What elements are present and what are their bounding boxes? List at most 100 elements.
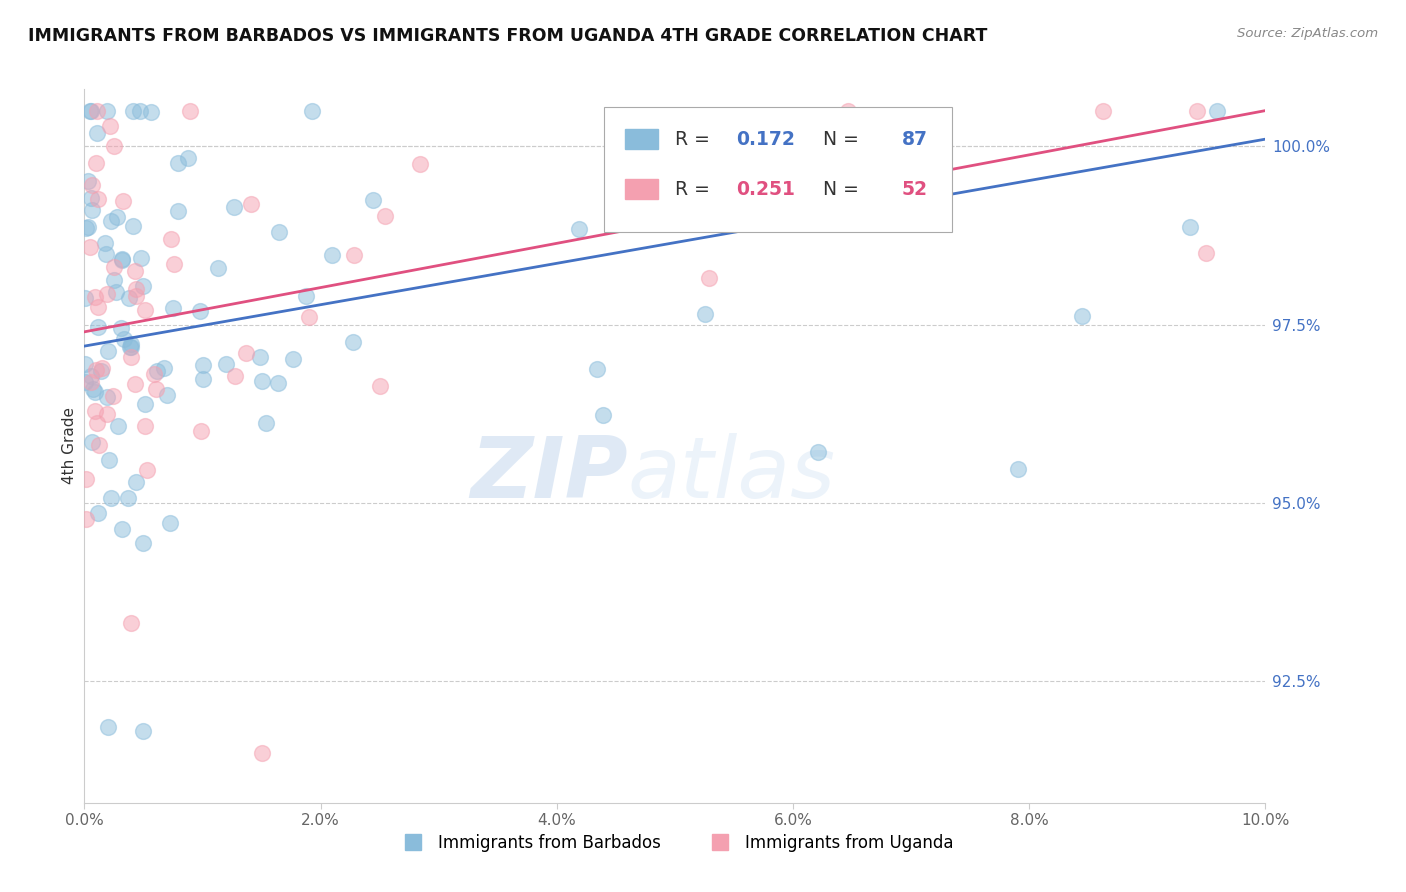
Text: atlas: atlas (627, 433, 835, 516)
Point (638, 180, 661, 194)
Point (131, 251, 153, 265)
Point (96, 407, 118, 421)
Point (80, 191, 103, 205)
Point (134, 397, 156, 411)
Point (1180, 219, 1202, 234)
Point (117, 491, 139, 506)
Point (79, 240, 101, 254)
Text: N =: N = (811, 179, 865, 199)
Point (84, 363, 107, 377)
Point (120, 340, 142, 354)
Point (156, 387, 179, 401)
Point (73, 291, 96, 305)
Text: 0.172: 0.172 (737, 129, 796, 149)
Point (105, 210, 128, 224)
Point (111, 252, 134, 266)
Bar (626, 179, 658, 199)
Point (128, 103, 150, 118)
Point (592, 408, 614, 422)
Point (75, 512, 97, 526)
Point (215, 357, 238, 371)
Point (97, 720, 120, 734)
Point (301, 103, 323, 118)
Point (190, 424, 212, 438)
Point (103, 138, 125, 153)
Point (1195, 246, 1218, 260)
Point (135, 462, 157, 476)
Point (207, 261, 229, 276)
Point (111, 253, 134, 268)
Point (90, 364, 112, 378)
Point (96, 103, 118, 118)
Point (125, 475, 148, 490)
Point (80, 368, 103, 383)
Point (841, 202, 863, 217)
Point (103, 272, 125, 286)
Point (408, 157, 430, 171)
Point (79, 103, 101, 118)
Point (177, 152, 200, 166)
Point (87, 300, 110, 314)
Point (90, 361, 112, 376)
Point (82, 382, 104, 396)
Point (105, 285, 128, 299)
Point (118, 291, 141, 305)
Point (87, 192, 110, 206)
Point (112, 194, 135, 208)
Point (87, 506, 110, 520)
Point (162, 301, 184, 315)
Point (283, 351, 305, 366)
Point (112, 332, 135, 346)
Point (80, 103, 103, 118)
Point (84, 384, 107, 399)
Point (122, 219, 145, 233)
Point (166, 204, 188, 219)
Point (321, 248, 343, 262)
Point (132, 724, 155, 739)
Point (77, 174, 100, 188)
Point (75, 375, 97, 389)
Point (146, 364, 169, 378)
Text: R =: R = (675, 129, 716, 149)
Point (110, 321, 132, 335)
Point (254, 417, 277, 431)
Point (374, 209, 396, 223)
Point (134, 303, 156, 318)
Y-axis label: 4th Grade: 4th Grade (62, 408, 77, 484)
Text: 0.251: 0.251 (737, 179, 796, 199)
Text: R =: R = (675, 179, 716, 199)
Point (120, 337, 142, 351)
Point (120, 350, 142, 364)
Point (97, 344, 120, 359)
Point (250, 746, 273, 760)
Text: IMMIGRANTS FROM BARBADOS VS IMMIGRANTS FROM UGANDA 4TH GRADE CORRELATION CHART: IMMIGRANTS FROM BARBADOS VS IMMIGRANTS F… (28, 27, 987, 45)
Point (235, 346, 257, 360)
Point (82, 178, 104, 193)
Point (191, 358, 214, 372)
Point (75, 472, 97, 486)
Text: 52: 52 (901, 179, 928, 199)
Point (134, 418, 156, 433)
Point (1185, 103, 1208, 118)
Point (107, 418, 129, 433)
Point (101, 389, 124, 403)
Point (837, 103, 859, 118)
Legend: Immigrants from Barbados, Immigrants from Uganda: Immigrants from Barbados, Immigrants fro… (389, 828, 960, 859)
Point (160, 232, 183, 246)
Point (363, 193, 385, 207)
Point (298, 310, 321, 325)
Point (86, 126, 108, 140)
Point (94, 235, 117, 250)
Point (75, 357, 97, 371)
Point (96, 286, 118, 301)
Point (163, 258, 186, 272)
Point (143, 367, 166, 381)
Point (153, 361, 176, 376)
Point (118, 340, 141, 354)
Point (1206, 103, 1229, 118)
Point (900, 189, 922, 203)
Point (342, 334, 364, 349)
Point (807, 445, 830, 459)
Point (96, 390, 118, 404)
Point (693, 307, 716, 321)
